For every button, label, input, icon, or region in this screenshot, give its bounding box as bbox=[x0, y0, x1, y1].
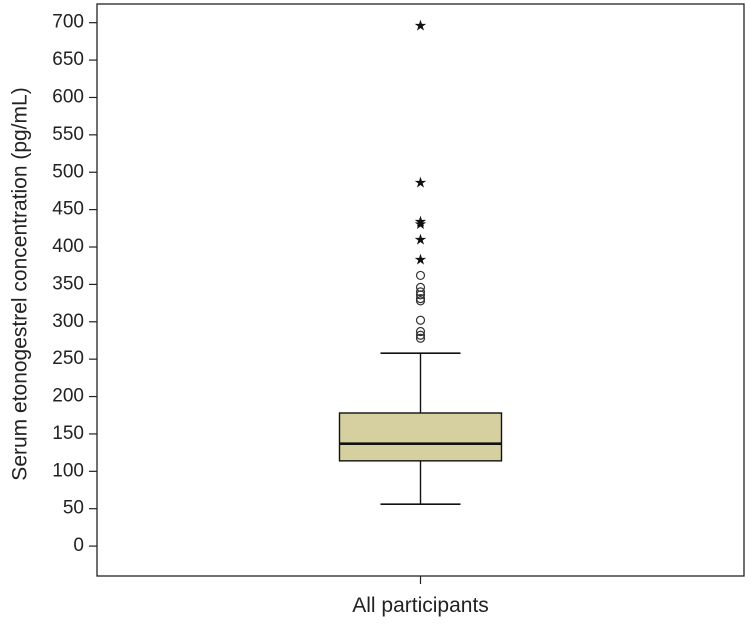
plot-frame bbox=[96, 3, 745, 577]
y-tick-label: 0 bbox=[73, 535, 84, 556]
y-tick-label: 300 bbox=[52, 311, 84, 332]
y-tick-label: 400 bbox=[52, 236, 84, 257]
extreme-point: ★ bbox=[414, 213, 427, 231]
y-tick-label: 250 bbox=[52, 348, 84, 369]
x-tick-label: All participants bbox=[352, 594, 489, 617]
extreme-point: ★ bbox=[414, 17, 427, 35]
y-tick-label: 350 bbox=[52, 273, 84, 294]
plot-area: ★★★★★★ bbox=[338, 17, 503, 506]
y-tick-label: 150 bbox=[52, 423, 84, 444]
extreme-point: ★ bbox=[414, 231, 427, 249]
outlier-point bbox=[415, 270, 426, 281]
outlier-point bbox=[415, 282, 426, 292]
y-tick-label: 600 bbox=[52, 86, 84, 107]
y-tick-label: 200 bbox=[52, 386, 84, 407]
y-axis-title: Serum etonogestrel concentration (pg/mL) bbox=[9, 87, 32, 480]
extreme-point: ★ bbox=[414, 251, 427, 269]
y-tick-label: 650 bbox=[52, 49, 84, 70]
y-axis: 0 50 100 150 200 250 300 350 400 450 500 550 600 650 7… bbox=[52, 12, 97, 556]
outlier-point bbox=[415, 315, 426, 325]
extreme-point: ★ bbox=[414, 174, 427, 192]
y-tick-label: 500 bbox=[52, 161, 84, 182]
outlier-point bbox=[415, 330, 426, 340]
outlier-point bbox=[415, 326, 426, 337]
outlier-point bbox=[415, 287, 426, 297]
y-tick-label: 100 bbox=[52, 460, 84, 481]
y-tick-label: 450 bbox=[52, 199, 84, 220]
box-iqr bbox=[338, 412, 503, 462]
y-tick-label: 550 bbox=[52, 124, 84, 145]
outlier-point bbox=[415, 293, 426, 304]
y-tick-label: 50 bbox=[63, 498, 84, 519]
extreme-point: ★ bbox=[414, 215, 427, 233]
y-tick-label: 700 bbox=[52, 12, 84, 33]
x-axis: All participants bbox=[352, 576, 489, 617]
outlier-point bbox=[415, 333, 426, 343]
